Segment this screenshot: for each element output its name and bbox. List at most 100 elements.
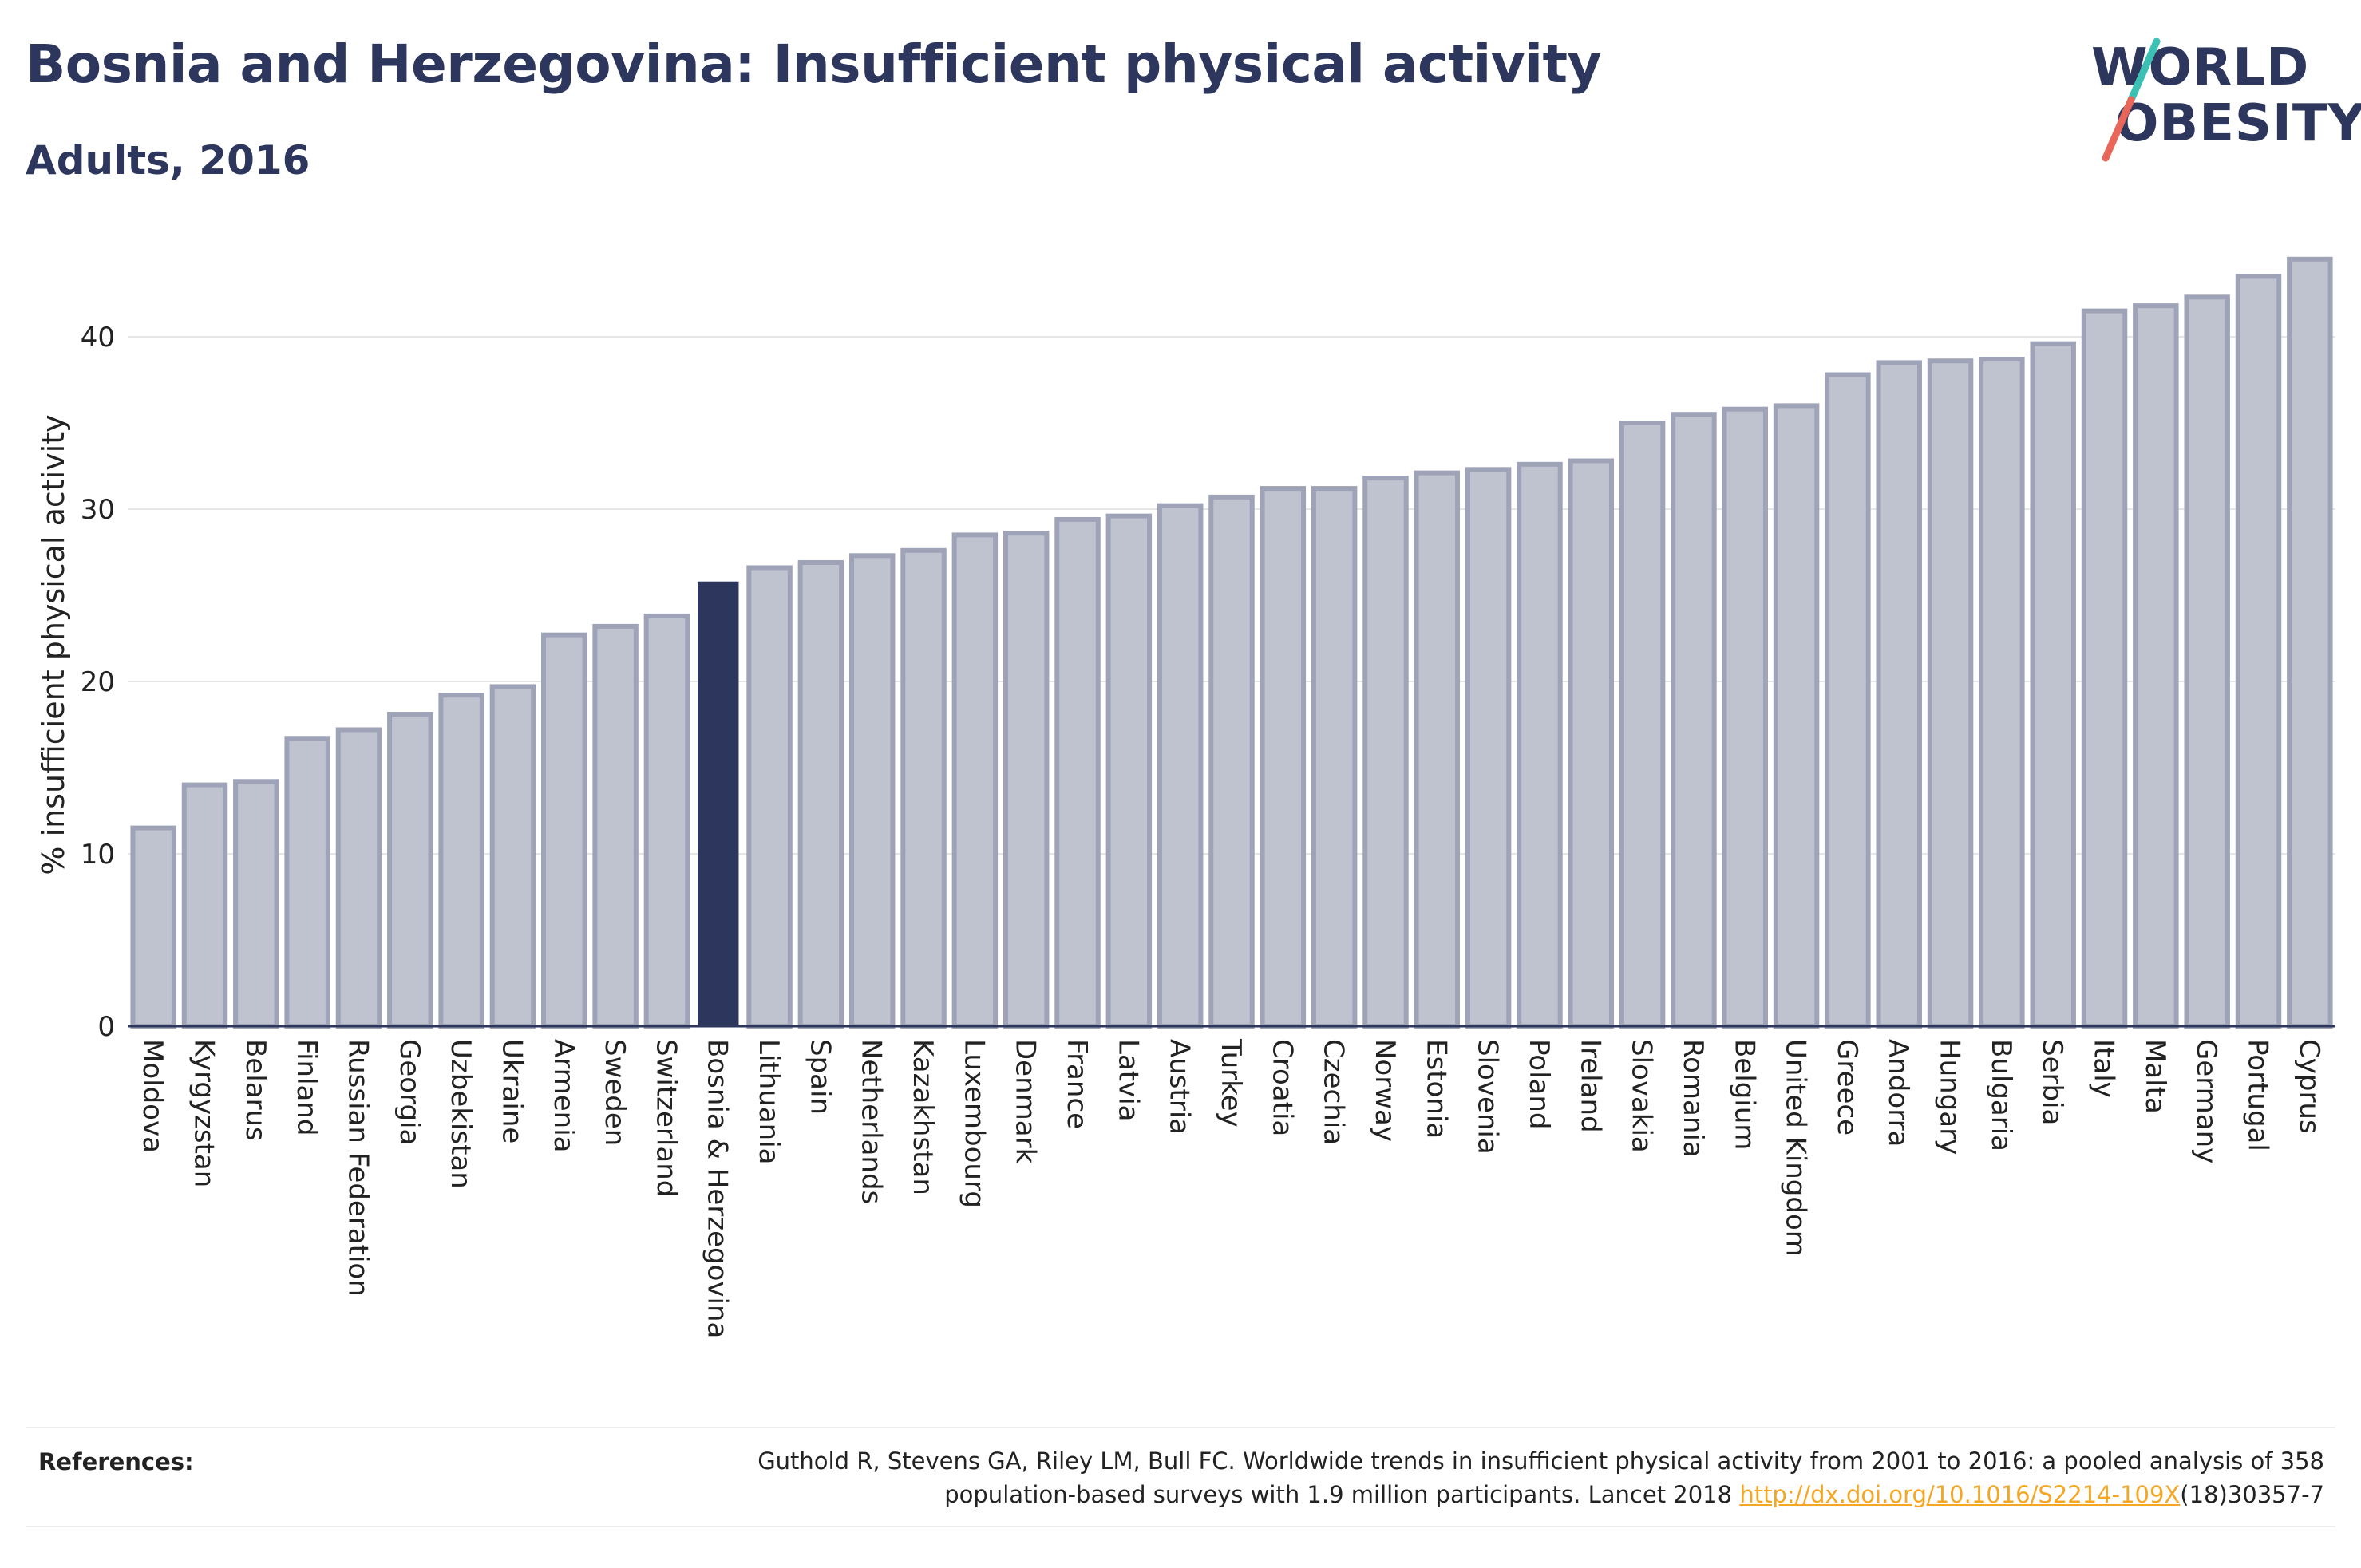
reference-line-2-end: (18)30357-7 [2180,1481,2324,1508]
x-tick-label: Uzbekistan [445,1039,477,1189]
x-tick-label: Lithuania [753,1039,785,1164]
bar-denmark [1003,531,1050,1029]
world-obesity-logo: WORLD OBESITY [2083,32,2361,168]
reference-line-2-start: population-based surveys with 1.9 millio… [944,1481,1740,1508]
bar-turkey [1208,494,1255,1029]
references-label: References: [38,1448,194,1475]
bar-lithuania [746,565,793,1029]
footer-divider-top [26,1427,2335,1428]
bar-luxembourg [951,532,999,1029]
logo-line2: OBESITY [2115,94,2361,153]
x-tick-label: Serbia [2036,1039,2068,1125]
x-tick-label: Finland [291,1039,322,1136]
x-tick-label: Greece [1831,1039,1863,1136]
bar-ireland [1568,458,1615,1029]
x-tick-label: Germany [2190,1039,2222,1163]
x-tick-label: Georgia [394,1039,425,1145]
bar-portugal [2235,274,2282,1029]
x-tick-label: Cyprus [2293,1039,2325,1134]
x-tick-label: Czechia [1318,1039,1350,1145]
bar-uzbekistan [438,693,484,1029]
y-tick-label: 10 [81,839,115,871]
reference-line-1: Guthold R, Stevens GA, Riley LM, Bull FC… [757,1448,2324,1475]
x-tick-label: Bulgaria [1985,1039,2017,1151]
bar-estonia [1414,470,1461,1029]
bar-austria [1157,503,1204,1029]
x-tick-label: Belarus [239,1039,271,1141]
x-tick-label: Slovenia [1472,1039,1504,1155]
x-tick-label: Norway [1369,1039,1401,1142]
bar-romania [1671,412,1717,1029]
x-tick-label: Latvia [1112,1039,1144,1122]
x-tick-label: Belgium [1728,1039,1760,1150]
bar-spain [797,559,844,1029]
x-tick-label: Sweden [599,1039,631,1146]
reference-line-2: population-based surveys with 1.9 millio… [409,1478,2324,1511]
x-tick-label: Andorra [1882,1039,1914,1147]
logo-line1: WORLD [2091,38,2310,97]
bar-armenia [541,632,587,1029]
x-tick-label: Croatia [1266,1039,1298,1136]
bar-italy [2081,308,2128,1029]
x-tick-label: Russian Federation [342,1039,374,1297]
x-tick-label: Estonia [1420,1039,1452,1139]
y-tick-label: 40 [81,322,115,353]
x-tick-label: Romania [1677,1039,1709,1158]
x-tick-label: Bosnia & Herzegovina [702,1039,734,1338]
bar-belgium [1722,406,1768,1029]
x-tick-label: Switzerland [650,1039,682,1197]
logo-slash-icon [2102,38,2161,162]
reference-doi-link[interactable]: http://dx.doi.org/10.1016/S2214-109X [1739,1481,2181,1508]
bar-malta [2133,303,2179,1029]
x-tick-label: Netherlands [856,1039,888,1204]
bar-norway [1362,476,1409,1029]
x-tick-label: Portugal [2242,1039,2274,1151]
bar-bulgaria [1979,357,2025,1029]
bar-united-kingdom [1773,403,1820,1029]
x-tick-label: Kyrgyzstan [188,1039,219,1187]
x-tick-label: Ukraine [496,1039,528,1143]
x-tick-label: Austria [1164,1039,1196,1135]
bar-germany [2184,294,2230,1029]
chart-title: Bosnia and Herzegovina: Insufficient phy… [26,34,1602,95]
bar-kyrgyzstan [181,782,228,1029]
y-tick-label: 20 [81,666,115,698]
bar-slovakia [1619,421,1666,1029]
bar-greece [1825,372,1871,1029]
bar-kazakhstan [900,547,947,1029]
bar-hungary [1927,358,1974,1029]
y-tick-label: 0 [97,1011,115,1043]
x-tick-label: Ireland [1574,1039,1606,1133]
bar-chart: 0 10 20 30 40 % insufficient physical activit… [36,256,2335,1338]
bar-switzerland [643,613,690,1029]
x-tick-label: United Kingdom [1780,1039,1812,1257]
bar-czechia [1311,486,1358,1029]
x-tick-label: Poland [1523,1039,1555,1130]
x-tick-label: Spain [804,1039,836,1115]
x-tick-label: Turkey [1215,1038,1247,1128]
bar-ukraine [489,684,536,1029]
bar-netherlands [848,553,896,1029]
bar-bosnia-herzegovina [698,581,739,1026]
bar-georgia [387,712,433,1029]
bar-croatia [1260,486,1307,1029]
x-tick-label: Hungary [1934,1039,1966,1155]
bar-sweden [592,623,639,1029]
x-tick-label: Malta [2139,1039,2171,1114]
bar-cyprus [2287,256,2333,1029]
x-tick-label: Moldova [136,1039,168,1153]
footer-divider-bottom [26,1526,2335,1527]
x-tick-label: France [1061,1039,1093,1129]
bar-moldova [130,825,176,1029]
bar-france [1054,516,1101,1029]
bar-latvia [1105,513,1153,1029]
y-tick-label: 30 [81,494,115,526]
bar-belarus [233,779,279,1029]
references-text: Guthold R, Stevens GA, Riley LM, Bull FC… [409,1444,2324,1511]
x-tick-label: Denmark [1010,1039,1042,1164]
x-tick-label: Kazakhstan [907,1039,939,1195]
x-tick-label: Slovakia [1626,1039,1658,1153]
bar-andorra [1876,360,1922,1029]
x-tick-label: Italy [2088,1039,2120,1098]
y-axis-label: % insufficient physical activity [36,414,71,875]
